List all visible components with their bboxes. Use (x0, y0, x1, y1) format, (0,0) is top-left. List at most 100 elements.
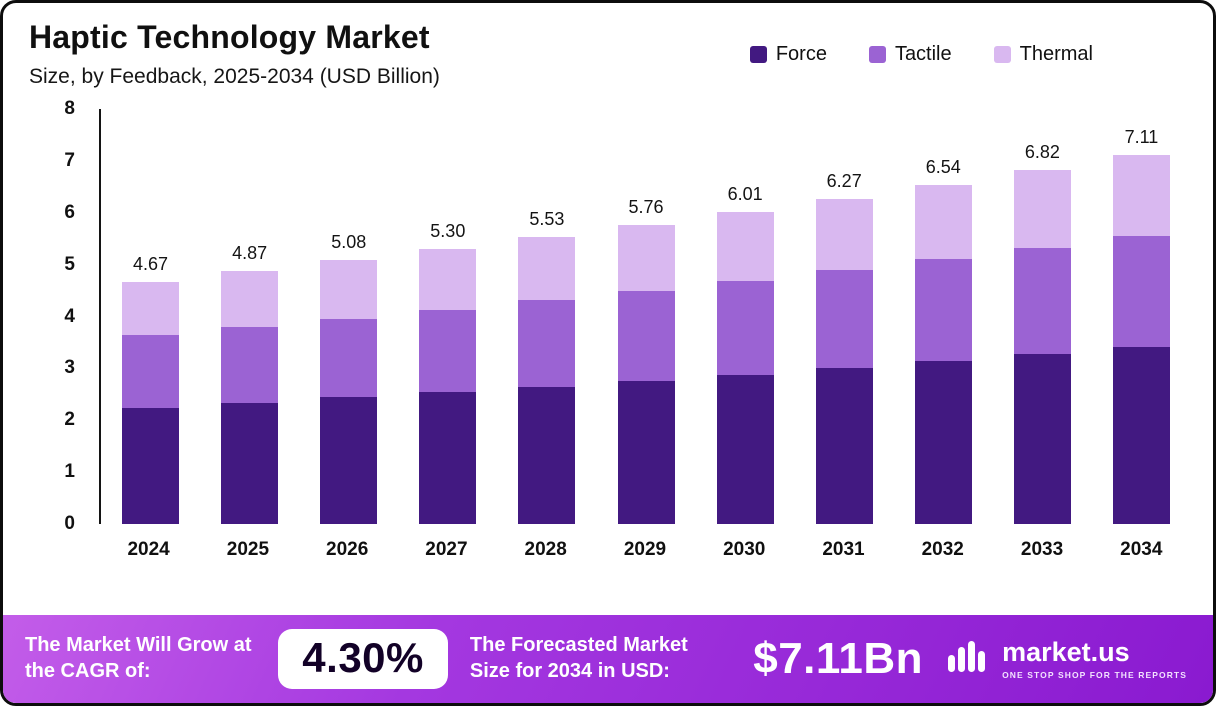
brand-name: market.us (1002, 636, 1130, 667)
bar-group-2026: 5.08 (299, 109, 398, 524)
x-axis-label: 2029 (623, 539, 667, 560)
bar-segment-thermal (716, 212, 774, 281)
chart: 0 1 2 3 4 5 6 7 8 4.67 4.87 5.08 5.30 5.53 5.76 6.01 6.… (3, 98, 1213, 615)
cagr-value-box: 4.30% (278, 629, 448, 689)
x-axis-label: 2025 (226, 539, 270, 560)
brand-logo: market.us ONE STOP SHOP FOR THE REPORTS (945, 636, 1187, 682)
bar-segment-tactile (617, 291, 675, 381)
plot-area: 4.67 4.87 5.08 5.30 5.53 5.76 6.01 6.27 6.54 6.82… (99, 109, 1191, 524)
y-axis: 0 1 2 3 4 5 6 7 8 (3, 98, 89, 534)
x-axis-label: 2027 (425, 539, 468, 560)
chart-subtitle: Size, by Feedback, 2025-2034 (USD Billio… (29, 65, 440, 88)
stacked-bar (221, 271, 279, 524)
bar-segment-force (815, 367, 873, 524)
bar-group-2030: 6.01 (696, 109, 795, 524)
bar-group-2028: 5.53 (497, 109, 596, 524)
bar-segment-thermal (1112, 155, 1170, 237)
chart-header: Haptic Technology Market Size, by Feedba… (3, 3, 1213, 89)
bar-segment-force (1112, 347, 1170, 524)
bar-total-label: 5.53 (529, 209, 565, 230)
stacked-bar (320, 260, 378, 524)
bar-segment-force (518, 386, 576, 524)
stacked-bar (1013, 170, 1071, 524)
y-axis-tick: 8 (64, 98, 75, 119)
stacked-bar (1112, 155, 1170, 524)
bar-segment-thermal (419, 249, 477, 310)
bar-total-label: 6.01 (727, 184, 763, 205)
legend-item-thermal: Thermal (993, 43, 1093, 66)
bar-group-2029: 5.76 (596, 109, 695, 524)
bar-segment-thermal (518, 237, 576, 301)
bar-total-label: 4.87 (232, 243, 268, 264)
bar-segment-force (914, 361, 972, 524)
y-axis-tick: 6 (64, 201, 75, 223)
stacked-bar (617, 225, 675, 524)
bar-segment-thermal (914, 184, 972, 260)
legend-item-force: Force (749, 43, 827, 66)
footer-banner: The Market Will Grow at the CAGR of: 4.3… (3, 615, 1213, 703)
stacked-bar (518, 237, 576, 524)
thermal-swatch-icon (993, 46, 1011, 63)
bar-segment-tactile (716, 280, 774, 375)
bar-segment-thermal (815, 198, 873, 271)
forecast-label: The Forecasted Market Size for 2034 in U… (469, 634, 688, 682)
legend-label: Force (775, 43, 827, 65)
bar-segment-tactile (1112, 236, 1170, 348)
bar-total-label: 6.54 (925, 156, 961, 177)
y-axis-tick: 4 (64, 305, 75, 327)
bar-segment-tactile (320, 318, 378, 398)
force-swatch-icon (749, 46, 767, 63)
y-axis-tick: 0 (64, 513, 75, 534)
legend-label: Tactile (894, 43, 952, 65)
bar-segment-tactile (419, 309, 477, 393)
bar-total-label: 4.67 (133, 253, 169, 274)
stacked-bar (914, 184, 972, 524)
cagr-value: 4.30% (302, 634, 424, 681)
brand-text: market.us ONE STOP SHOP FOR THE REPORTS (1002, 636, 1187, 680)
bar-group-2025: 4.87 (200, 109, 299, 524)
bar-segment-tactile (815, 270, 873, 368)
bar-group-2027: 5.30 (398, 109, 497, 524)
bar-group-2031: 6.27 (795, 109, 894, 524)
bar-segment-force (320, 397, 378, 524)
tactile-swatch-icon (868, 46, 886, 63)
bar-segment-thermal (122, 281, 180, 336)
y-axis-tick: 3 (64, 357, 75, 379)
x-axis-label: 2024 (127, 539, 170, 560)
x-axis-label: 2033 (1020, 539, 1064, 560)
y-axis-tick: 1 (64, 461, 75, 483)
y-axis-tick: 5 (64, 253, 75, 275)
brand-tagline: ONE STOP SHOP FOR THE REPORTS (1002, 669, 1187, 680)
stacked-bar (716, 212, 774, 524)
bar-group-2033: 6.82 (993, 109, 1092, 524)
cagr-label: The Market Will Grow at the CAGR of: (25, 634, 252, 682)
forecast-value: $7.11Bn (753, 634, 924, 683)
bar-segment-force (419, 392, 477, 524)
bar-segment-thermal (1013, 170, 1071, 249)
marketus-wave-icon (948, 641, 986, 672)
bar-group-2034: 7.11 (1092, 109, 1191, 524)
x-axis-label: 2031 (822, 539, 865, 560)
stacked-bar (122, 281, 180, 524)
bar-segment-force (617, 380, 675, 524)
legend: Force Tactile Thermal (749, 43, 1093, 66)
bar-total-label: 5.08 (331, 232, 367, 253)
bar-group-2032: 6.54 (894, 109, 993, 524)
legend-label: Thermal (1019, 43, 1093, 65)
x-axis-label: 2026 (326, 539, 369, 560)
bar-segment-thermal (221, 271, 279, 327)
bar-group-2024: 4.67 (101, 109, 200, 524)
stacked-bar (815, 198, 873, 524)
bar-total-label: 6.27 (826, 170, 862, 191)
y-axis-tick: 7 (64, 149, 75, 171)
x-axis-label: 2028 (524, 539, 567, 560)
bar-segment-force (122, 407, 180, 524)
stacked-bar (419, 249, 477, 524)
bar-segment-thermal (320, 260, 378, 319)
bar-total-label: 5.76 (628, 197, 664, 218)
bar-segment-force (1013, 354, 1071, 524)
y-axis-tick: 2 (64, 409, 75, 431)
x-axis-label: 2032 (921, 539, 964, 560)
x-axis-label: 2034 (1120, 539, 1163, 560)
